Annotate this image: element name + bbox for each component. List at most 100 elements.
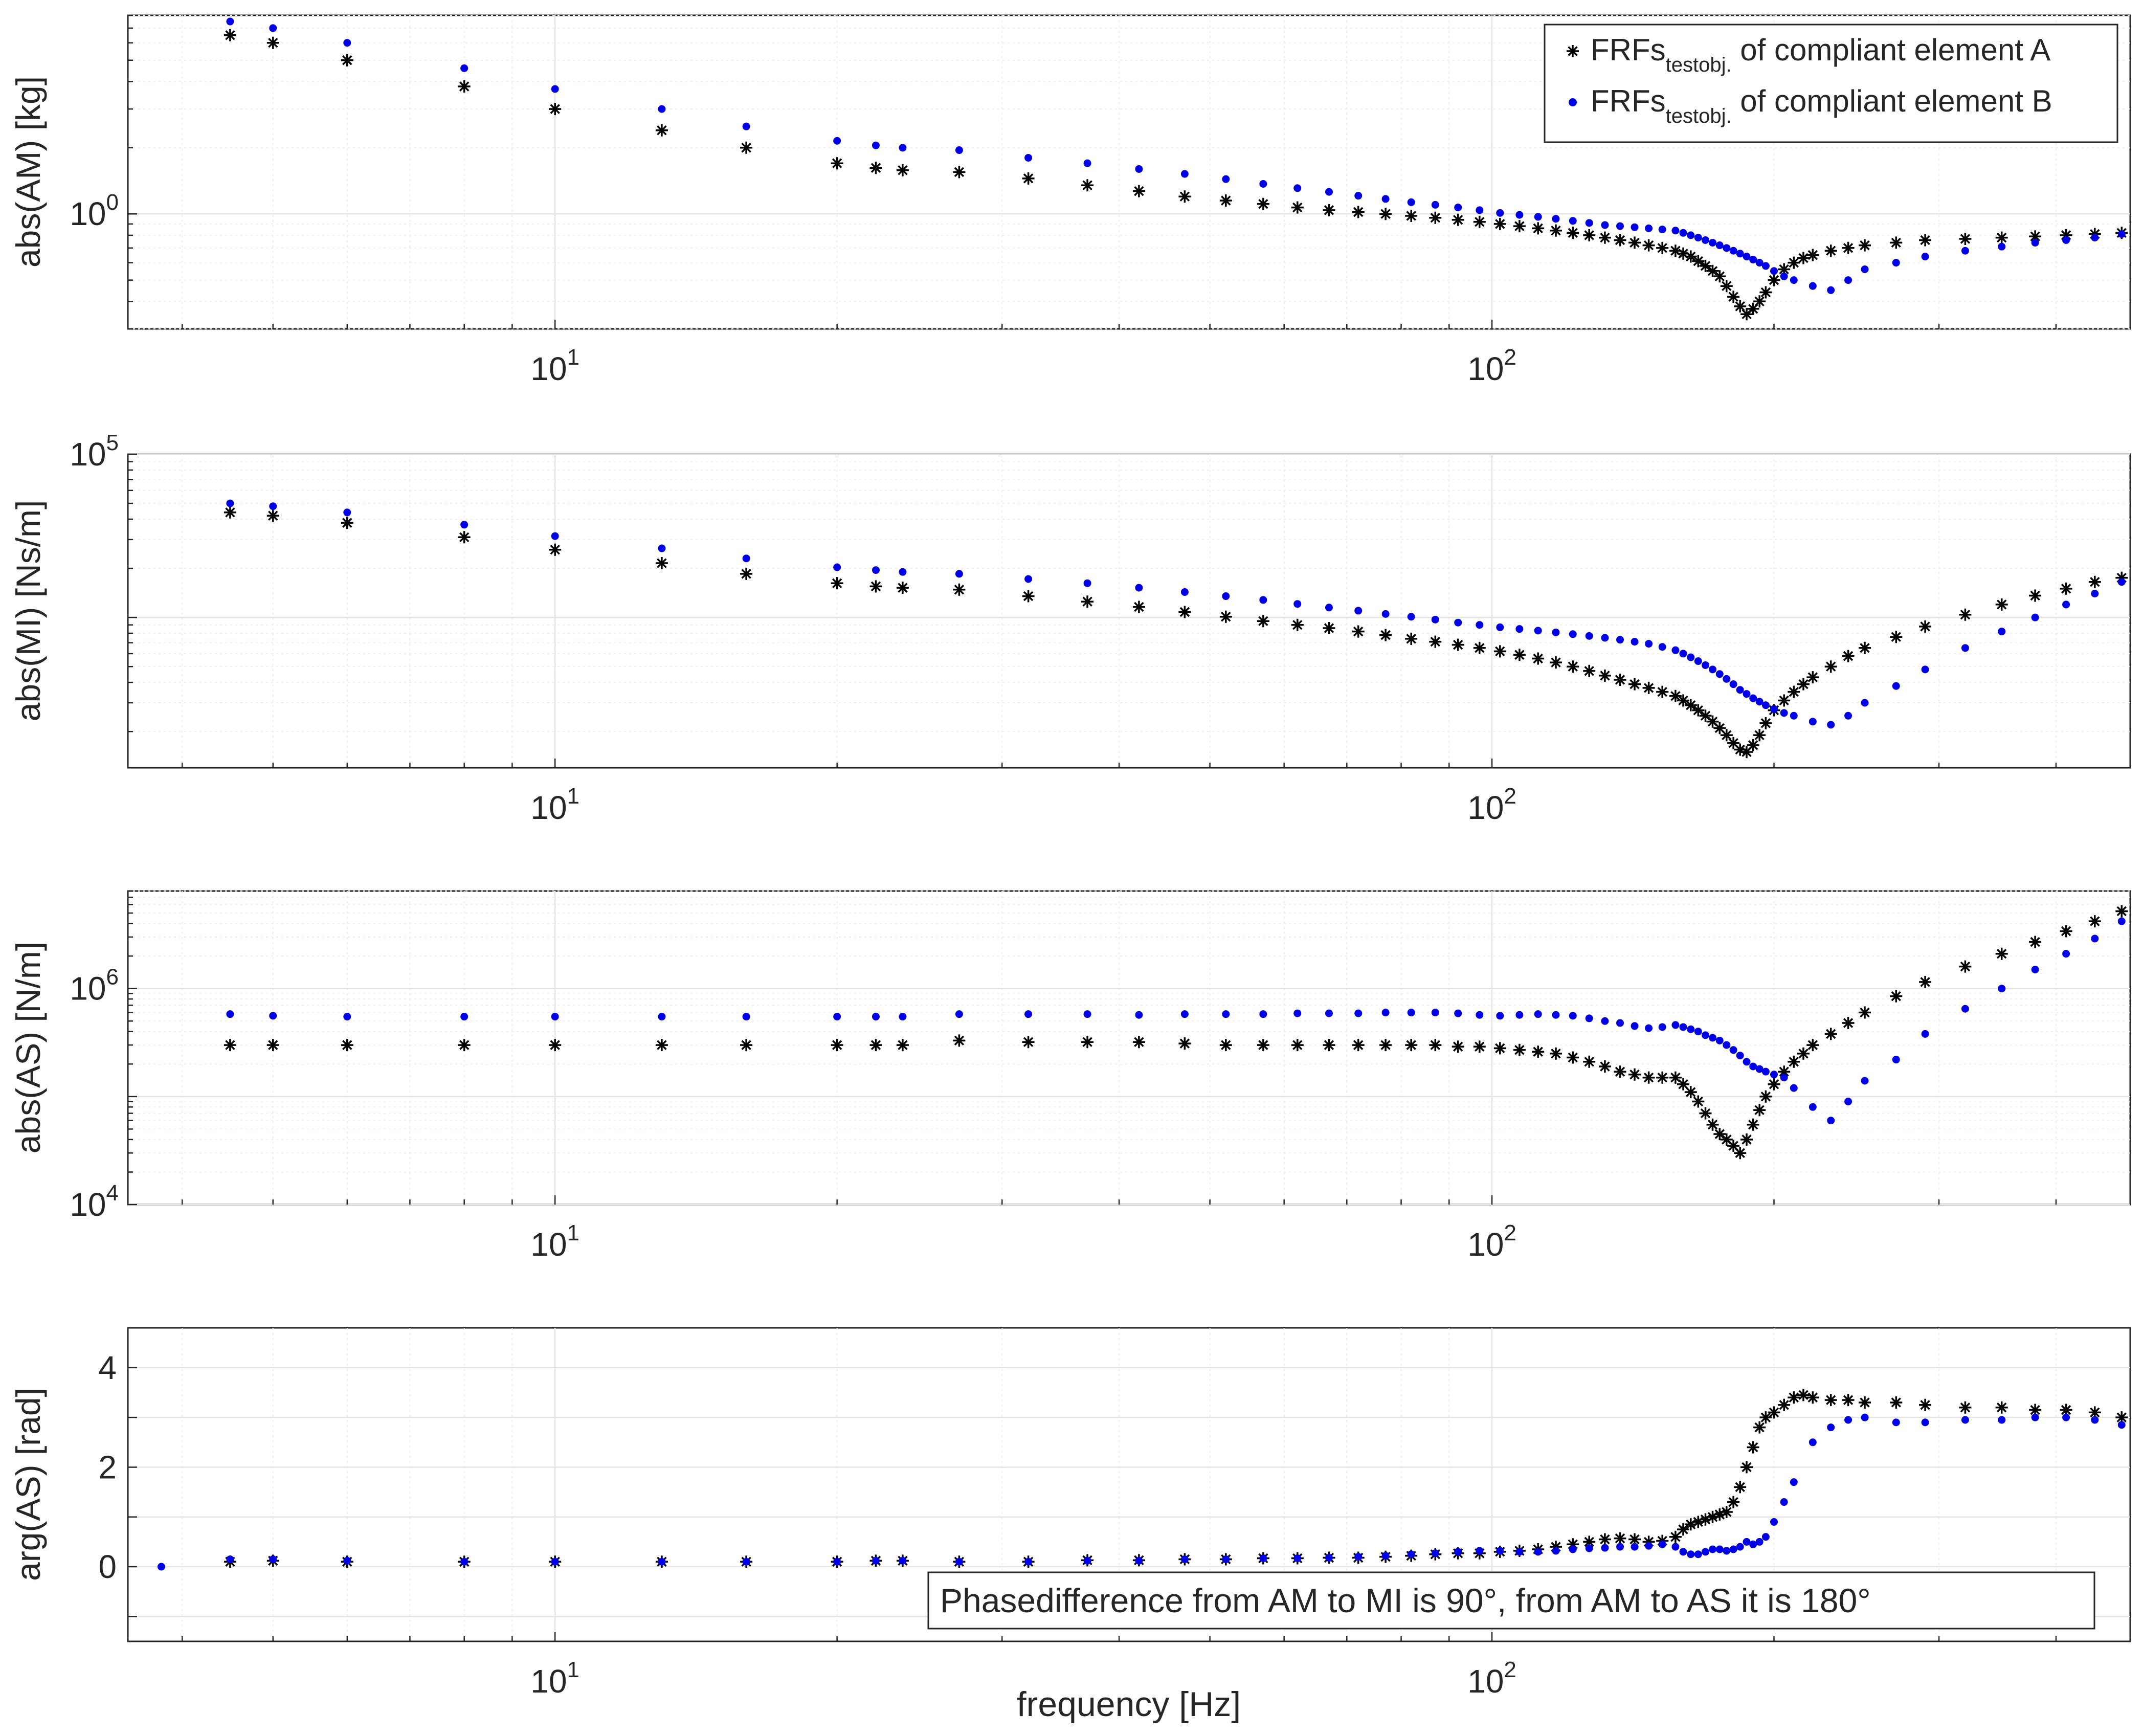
data-point-b: [955, 1010, 963, 1018]
data-point-b: [1961, 1416, 1969, 1424]
data-point-a: [1995, 947, 2008, 960]
plot-area: [127, 453, 2131, 769]
data-point-b: [1569, 217, 1577, 225]
series-b: [226, 17, 2126, 294]
data-point-b: [1407, 613, 1415, 621]
data-point-b: [1709, 1034, 1717, 1042]
data-point-b: [1024, 1557, 1033, 1566]
data-point-a: [1919, 620, 1932, 633]
data-point-b: [1844, 1416, 1852, 1424]
data-point-b: [1515, 1548, 1524, 1556]
data-point-b: [1135, 1556, 1143, 1565]
data-point-b: [1723, 1547, 1731, 1555]
data-point-b: [1809, 718, 1817, 726]
data-point-b: [226, 499, 234, 507]
data-point-b: [343, 508, 351, 517]
data-point-a: [1699, 709, 1712, 722]
data-point-b: [1585, 1014, 1593, 1022]
data-point-b: [1827, 721, 1835, 729]
data-point-a: [1513, 1043, 1526, 1056]
series-a: [224, 905, 2128, 1160]
data-point-b: [1180, 1555, 1189, 1563]
data-point-b: [1687, 1025, 1695, 1033]
data-point-b: [1569, 630, 1577, 638]
data-point-a: [1778, 694, 1791, 707]
data-point-b: [343, 1013, 351, 1021]
data-point-b: [157, 1563, 165, 1571]
data-point-a: [1405, 632, 1418, 645]
data-point-b: [1454, 618, 1462, 627]
data-marks: [224, 17, 2128, 321]
data-point-a: [1642, 681, 1655, 694]
data-point-a: [1291, 201, 1304, 214]
data-point-b: [1679, 1548, 1687, 1556]
data-point-a: [1859, 641, 1871, 654]
data-point-a: [1684, 699, 1697, 711]
data-point-a: [1753, 729, 1766, 742]
legend-marker-star: [1567, 45, 1579, 57]
data-point-b: [1658, 226, 1666, 234]
data-point-b: [1861, 699, 1869, 707]
data-point-b: [1381, 1009, 1390, 1017]
data-point-b: [1961, 644, 1969, 652]
data-marks: [224, 905, 2128, 1160]
data-point-b: [1755, 259, 1763, 267]
data-point-a: [1513, 220, 1526, 233]
data-point-a: [1859, 239, 1871, 252]
data-point-b: [1454, 1009, 1462, 1017]
data-point-a: [1684, 1086, 1697, 1099]
data-point-a: [1323, 204, 1335, 216]
data-point-b: [269, 1012, 277, 1020]
data-point-a: [224, 1039, 236, 1052]
data-point-b: [1024, 153, 1033, 162]
data-point-b: [1921, 1030, 1929, 1038]
data-point-a: [1352, 206, 1365, 218]
data-point-b: [658, 1557, 666, 1566]
data-point-b: [343, 1556, 351, 1565]
data-point-a: [2029, 936, 2042, 948]
data-point-a: [1178, 1037, 1191, 1050]
data-point-b: [1631, 223, 1639, 231]
data-point-b: [1761, 1533, 1770, 1541]
data-point-a: [1684, 250, 1697, 263]
data-point-b: [1601, 634, 1609, 642]
data-point-b: [1431, 1009, 1439, 1017]
data-point-a: [1493, 217, 1506, 230]
data-point-b: [1293, 600, 1302, 608]
data-point-a: [1429, 1039, 1442, 1052]
data-point-b: [1715, 241, 1724, 250]
data-point-b: [1770, 1071, 1778, 1079]
data-point-b: [1293, 184, 1302, 192]
data-point-b: [1476, 206, 1484, 214]
data-point-b: [742, 1557, 750, 1566]
data-point-a: [1081, 179, 1094, 192]
data-point-b: [551, 1013, 559, 1021]
data-point-a: [1778, 1398, 1791, 1411]
legend-entry: FRFstestobj. of compliant element B: [1569, 84, 2052, 127]
data-point-a: [1919, 1398, 1932, 1411]
data-point-b: [1354, 192, 1363, 200]
data-point-b: [1687, 1550, 1695, 1559]
data-point-a: [1257, 197, 1269, 210]
data-point-a: [1713, 1508, 1726, 1521]
data-point-b: [1259, 1010, 1267, 1018]
data-point-b: [2031, 238, 2039, 247]
data-point-b: [1743, 253, 1751, 261]
data-point-b: [1687, 231, 1695, 239]
data-point-a: [1429, 211, 1442, 224]
data-point-a: [1669, 1071, 1682, 1084]
data-point-b: [1534, 1548, 1542, 1556]
data-point-a: [1842, 1394, 1855, 1407]
data-point-b: [1743, 1058, 1751, 1066]
data-point-a: [740, 567, 753, 580]
panel-abs-mi: 101 102 105 abs(MI) [Ns/m]: [9, 430, 2131, 826]
data-point-b: [1961, 247, 1969, 255]
data-point-a: [1642, 1071, 1655, 1084]
data-point-b: [1645, 1542, 1653, 1550]
data-point-b: [1658, 1540, 1666, 1548]
data-point-a: [1291, 618, 1304, 631]
data-point-b: [1715, 1036, 1724, 1044]
data-point-a: [1720, 729, 1733, 742]
data-point-b: [1431, 201, 1439, 209]
data-point-b: [2062, 600, 2070, 609]
